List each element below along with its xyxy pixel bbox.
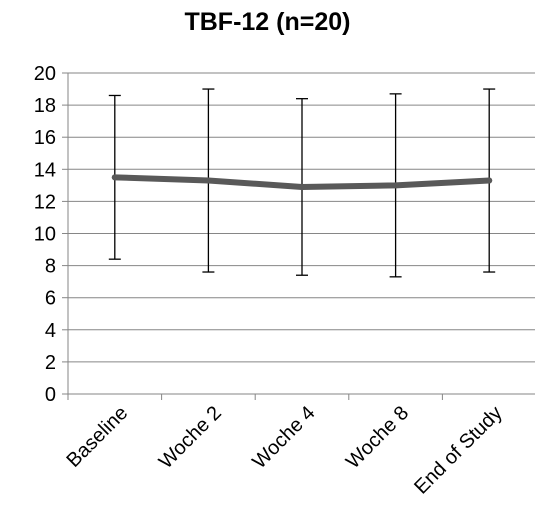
data-point <box>486 177 493 184</box>
x-category-label: Woche 4 <box>248 402 319 473</box>
y-tick-label: 8 <box>45 256 56 278</box>
data-point <box>111 174 118 181</box>
y-tick-label: 10 <box>34 224 56 246</box>
y-tick-label: 6 <box>45 288 56 310</box>
y-tick-label: 16 <box>34 127 56 149</box>
y-tick-label: 12 <box>34 191 56 213</box>
x-category-label: End of Study <box>410 402 507 499</box>
y-tick-label: 18 <box>34 95 56 117</box>
x-category-label: Woche 8 <box>342 402 413 473</box>
y-tick-label: 4 <box>45 320 56 342</box>
y-tick-label: 20 <box>34 63 56 85</box>
x-category-label: Woche 2 <box>155 402 226 473</box>
data-point <box>205 177 212 184</box>
y-axis-tick-labels: 0 2 4 6 8 10 12 14 16 18 20 <box>34 63 56 406</box>
y-tick-label: 14 <box>34 159 56 181</box>
chart-title: TBF-12 (n=20) <box>184 8 351 36</box>
data-point <box>392 182 399 189</box>
y-tick-label: 2 <box>45 352 56 374</box>
data-point <box>299 183 305 190</box>
series <box>111 174 493 190</box>
x-category-label: Baseline <box>63 402 133 472</box>
y-tick-label: 0 <box>45 384 56 406</box>
axes <box>62 72 535 400</box>
